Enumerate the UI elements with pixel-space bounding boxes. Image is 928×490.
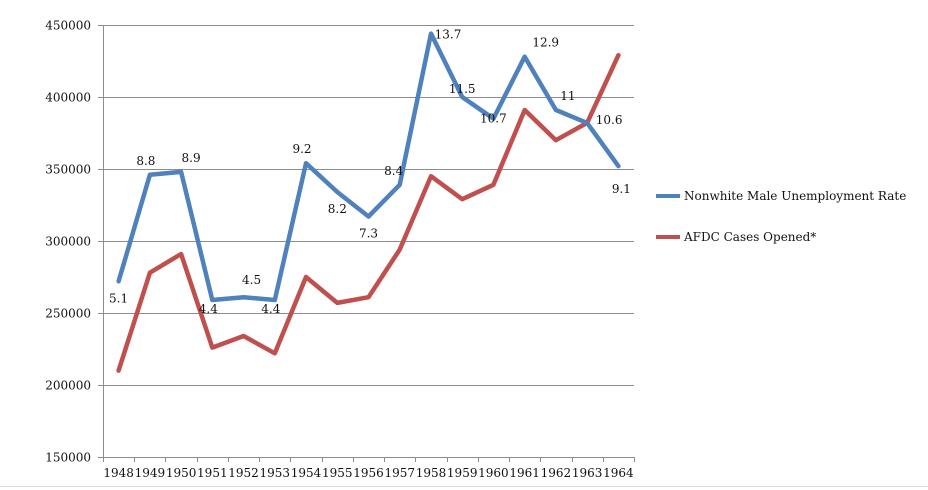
x-tick-label: 1962 — [541, 466, 572, 480]
data-label: 4.4 — [199, 302, 218, 316]
x-tick-label: 1953 — [260, 466, 291, 480]
data-label: 8.4 — [384, 164, 403, 178]
x-tick-label: 1958 — [416, 466, 447, 480]
x-tick-label: 1961 — [509, 466, 540, 480]
legend-item-series-2: AFDC Cases Opened* — [656, 230, 816, 244]
y-tick-label: 400000 — [45, 91, 91, 105]
legend-label: Nonwhite Male Unemployment Rate — [684, 189, 907, 203]
y-tick-label: 300000 — [45, 235, 91, 249]
x-tick-label: 1956 — [353, 466, 384, 480]
data-label: 9.2 — [292, 142, 311, 156]
y-axis: 150000 200000 250000 300000 350000 400000 4500… — [45, 19, 104, 465]
bottom-rule — [0, 486, 928, 487]
legend-item-series-1: Nonwhite Male Unemployment Rate — [656, 189, 906, 203]
data-label: 11.5 — [449, 82, 476, 96]
x-tick-label: 1964 — [603, 466, 634, 480]
data-label: 8.9 — [182, 151, 201, 165]
y-tick-label: 200000 — [45, 379, 91, 393]
grid — [103, 25, 634, 458]
x-tick-label: 1955 — [322, 466, 353, 480]
x-tick-label: 1963 — [572, 466, 603, 480]
x-tick-label: 1949 — [135, 466, 166, 480]
y-tick-label: 250000 — [45, 307, 91, 321]
x-tick-label: 1954 — [291, 466, 322, 480]
data-label: 7.3 — [359, 227, 378, 241]
data-label: 5.1 — [109, 291, 128, 305]
x-tick-label: 1948 — [103, 466, 134, 480]
series-line-afdc — [116, 52, 621, 373]
x-tick-label: 1951 — [197, 466, 228, 480]
data-label: 8.2 — [328, 202, 347, 216]
legend-label: AFDC Cases Opened* — [684, 230, 817, 244]
legend-swatch — [656, 235, 680, 239]
x-tick-label: 1959 — [447, 466, 478, 480]
y-tick-label: 150000 — [45, 451, 91, 465]
y-tick-label: 450000 — [45, 19, 91, 33]
data-label: 8.8 — [136, 154, 155, 168]
y-tick-label: 350000 — [45, 163, 91, 177]
data-label: 4.4 — [261, 302, 280, 316]
x-tick-label: 1952 — [228, 466, 259, 480]
x-tick-label: 1950 — [166, 466, 197, 480]
series-lines — [116, 31, 621, 373]
legend-swatch — [656, 194, 680, 198]
x-tick-label: 1960 — [478, 466, 509, 480]
data-label: 9.1 — [612, 182, 631, 196]
data-label: 11 — [560, 89, 575, 103]
x-tick-label: 1957 — [384, 466, 415, 480]
series-line-unemployment — [116, 31, 621, 303]
data-labels: 5.1 8.8 8.9 4.4 4.5 4.4 9.2 8.2 7.3 8.4 13.7 11.5 10… — [109, 28, 631, 316]
data-label: 10.6 — [596, 113, 623, 127]
data-label: 10.7 — [480, 112, 507, 126]
data-label: 12.9 — [532, 36, 559, 50]
x-axis: 1948 1949 1950 1951 1952 1953 1954 1955 1956 1957… — [103, 457, 635, 480]
data-label: 13.7 — [435, 28, 462, 42]
data-label: 4.5 — [242, 273, 261, 287]
